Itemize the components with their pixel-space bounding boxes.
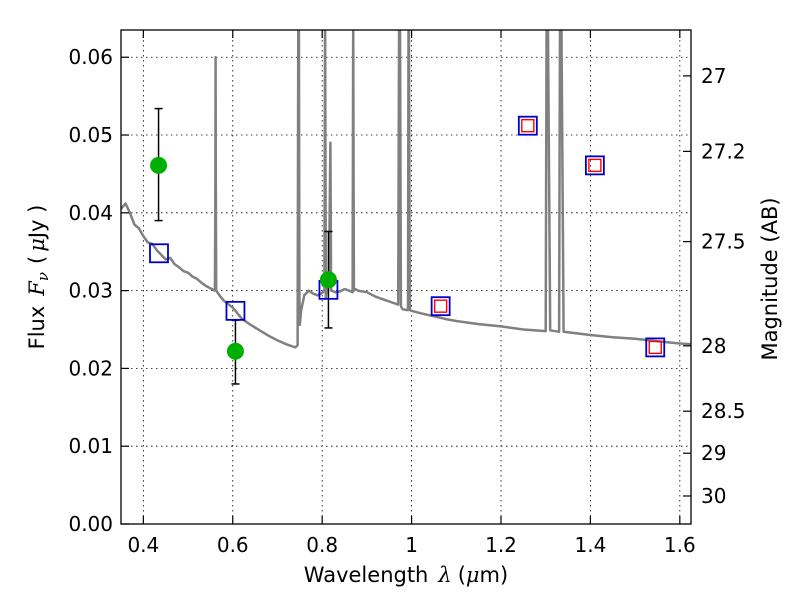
x-tick-label: 0.8	[306, 533, 338, 557]
y2-tick-label: 27.2	[701, 139, 746, 163]
model-band-point	[584, 155, 605, 176]
model-band-point	[225, 300, 246, 321]
markers	[149, 107, 666, 385]
plot-frame	[120, 29, 692, 525]
x-tick-label: 0.4	[127, 533, 159, 557]
y-tick-label: 0.03	[68, 279, 113, 303]
x-tick-label: 1.4	[575, 533, 607, 557]
y-axis-label: FluxFν(μJy )	[25, 205, 52, 350]
y-tick-label: 0.01	[68, 434, 113, 458]
model-spectrum-line	[121, 30, 691, 349]
model-band-point	[149, 243, 169, 264]
model-band-point	[517, 115, 538, 136]
model-band-point	[430, 296, 451, 317]
observed-point	[150, 156, 168, 174]
upper-limit-point	[433, 299, 448, 313]
ticks: 0.4 0.6 0.8 1 1.2 1.4 1.6 0.00 0.01 0.02 0.03 0.04 0…	[68, 30, 746, 557]
upper-limit-point	[521, 118, 535, 133]
y-tick-label: 0.04	[68, 201, 113, 225]
y2-tick-label: 28.5	[701, 399, 746, 423]
observed-point	[226, 342, 244, 360]
x-tick-label: 1.2	[485, 533, 517, 557]
y2-tick-label: 29	[701, 441, 726, 465]
x-tick-label: 1	[405, 533, 418, 557]
plot-area	[121, 30, 691, 349]
y2-tick-label: 27.5	[701, 230, 746, 254]
x-tick-label: 1.6	[664, 533, 696, 557]
upper-limit-point	[588, 158, 602, 173]
x-axis-label: Wavelength λ (μm)	[304, 563, 508, 587]
model-band-point	[645, 337, 666, 358]
observed-point	[319, 271, 337, 289]
y2-tick-label: 27	[701, 64, 726, 88]
y2-tick-label: 28	[701, 334, 726, 358]
y2-tick-label: 30	[701, 484, 726, 508]
upper-limit-point	[648, 340, 662, 355]
y-tick-label: 0.00	[68, 512, 113, 536]
x-tick-label: 0.6	[217, 533, 249, 557]
y-tick-label: 0.06	[68, 45, 113, 69]
y2-axis-label: Magnitude (AB)	[758, 197, 782, 360]
y-tick-label: 0.02	[68, 356, 113, 380]
grid	[121, 30, 691, 524]
y-tick-label: 0.05	[68, 123, 113, 147]
